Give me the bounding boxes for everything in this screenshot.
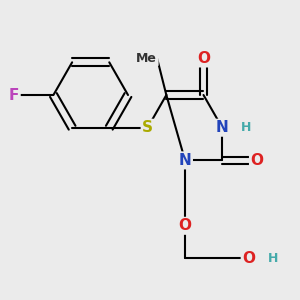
Text: O: O xyxy=(242,251,255,266)
Text: H: H xyxy=(267,252,278,265)
Text: H: H xyxy=(241,121,251,134)
Text: O: O xyxy=(197,51,210,66)
Text: N: N xyxy=(179,153,191,168)
Text: N: N xyxy=(216,120,229,135)
Text: O: O xyxy=(250,153,263,168)
Text: S: S xyxy=(142,120,153,135)
Text: O: O xyxy=(178,218,192,233)
Text: F: F xyxy=(9,88,19,103)
Text: Me: Me xyxy=(136,52,157,65)
